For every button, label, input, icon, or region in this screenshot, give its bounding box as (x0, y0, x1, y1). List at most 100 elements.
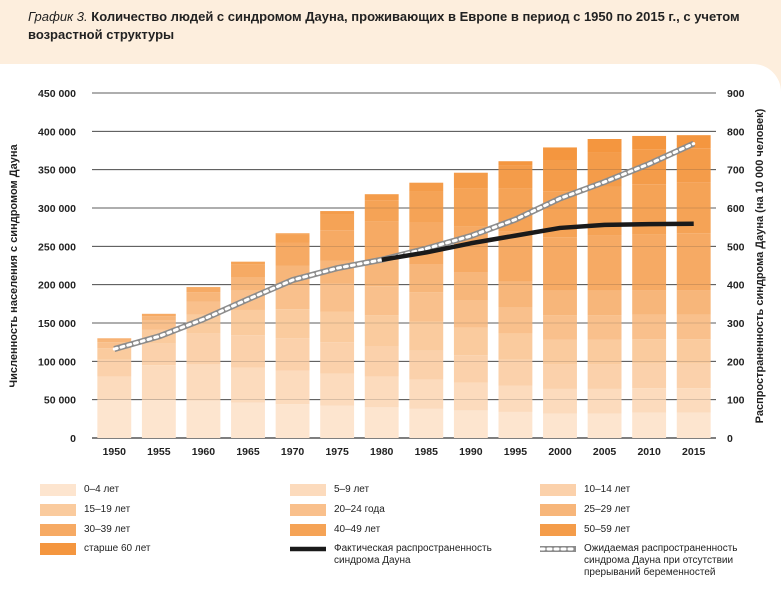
bar-segment (186, 292, 221, 302)
bar-segment (498, 333, 533, 360)
bar-segment (231, 402, 265, 438)
bar-segment (141, 313, 176, 317)
bar-segment (275, 370, 310, 405)
x-tick-label: 1990 (459, 446, 483, 458)
legend-swatch (540, 504, 576, 516)
bar-segment (364, 315, 399, 346)
y-tick-label: 250 000 (38, 241, 76, 253)
bar-segment (275, 404, 310, 438)
bar-segment (364, 194, 399, 201)
legend-label: 25–29 лет (584, 504, 631, 515)
bar-segment (275, 309, 310, 339)
y2-axis-label: Распространенность синдрома Дауна (на 10… (754, 108, 766, 423)
legend-swatch (290, 504, 326, 516)
y2-tick-label: 500 (727, 241, 745, 253)
bar-segment (409, 379, 444, 409)
y2-tick-label: 200 (727, 356, 745, 368)
x-tick-label: 1960 (192, 446, 216, 458)
bar-segment (543, 339, 577, 365)
bar-segment (409, 182, 444, 192)
y-tick-label: 300 000 (38, 203, 76, 215)
bar-segment (632, 339, 667, 364)
y-tick-label: 350 000 (38, 165, 76, 177)
x-tick-label: 1950 (103, 446, 127, 458)
y2-tick-label: 700 (727, 165, 745, 177)
bar-segment (275, 242, 310, 266)
bar-segment (231, 264, 265, 277)
x-tick-label: 2015 (682, 446, 706, 458)
y-tick-label: 400 000 (38, 126, 76, 138)
legend-label: 5–9 лет (334, 484, 370, 495)
bar-segment (320, 405, 355, 438)
bar-segment (186, 333, 221, 365)
bar-segment (543, 388, 577, 414)
bar-segment (275, 284, 310, 310)
bar-segment (676, 339, 711, 364)
bar-segment (231, 335, 265, 368)
bar-segment (275, 234, 310, 243)
bar-segment (409, 350, 444, 380)
bar-segment (676, 314, 711, 340)
bar-segment (97, 376, 132, 400)
legend-label: 30–39 лет (84, 524, 131, 535)
bar-segment (409, 321, 444, 351)
bar-segment (231, 261, 265, 265)
legend-swatch (40, 524, 76, 536)
bar-segment (632, 135, 667, 150)
bar-segment (676, 148, 711, 183)
bar-segment (453, 410, 488, 438)
legend-expected-label: Ожидаемая распространенность синдрома Да… (584, 543, 738, 578)
bar-segment (97, 338, 132, 340)
bar-segment (676, 290, 711, 315)
bar-segment (364, 221, 399, 261)
y-tick-label: 0 (70, 433, 76, 445)
bar-segment (587, 339, 622, 365)
y-tick-label: 450 000 (38, 88, 76, 100)
bar-segment (498, 281, 533, 308)
bar-segment (320, 230, 355, 261)
x-tick-label: 1965 (236, 446, 260, 458)
chart-title: График 3. Количество людей с синдромом Д… (28, 8, 758, 44)
bar-segment (543, 237, 577, 291)
bar-segment (231, 277, 265, 291)
bar-segment (453, 355, 488, 383)
bar-segment (141, 343, 176, 366)
bar-segment (676, 363, 711, 389)
bar-segment (186, 364, 221, 401)
legend-label: 10–14 лет (584, 484, 631, 495)
y-tick-label: 200 000 (38, 280, 76, 292)
legend-label: 40–49 лет (334, 524, 381, 535)
legend-swatch (40, 543, 76, 555)
bar-segment (186, 400, 221, 438)
bar-segment (275, 233, 310, 235)
bar-segment (97, 348, 132, 360)
bar-segment (97, 339, 132, 343)
bar-segment (587, 364, 622, 389)
bar-segment (409, 408, 444, 438)
figure-title: Количество людей с синдромом Дауна, прож… (28, 9, 740, 42)
bar-segment (97, 359, 132, 377)
bar-segment (141, 365, 176, 400)
legend-label: старше 60 лет (84, 543, 151, 554)
bar-segment (141, 320, 176, 330)
legend-swatch (40, 484, 76, 496)
bar-segment (409, 264, 444, 293)
bar-segment (632, 412, 667, 438)
expected-line-dots (112, 142, 696, 351)
bar-segment (632, 314, 667, 340)
bar-segment (231, 309, 265, 336)
x-tick-label: 1985 (415, 446, 439, 458)
bar-segment (320, 283, 355, 312)
bar-segment (632, 363, 667, 389)
bar-segment (453, 327, 488, 356)
legend-swatch (290, 524, 326, 536)
bar-segment (543, 147, 577, 161)
bar-segment (364, 407, 399, 438)
bar-segment (364, 286, 399, 316)
x-tick-label: 1955 (147, 446, 171, 458)
bar-segment (453, 300, 488, 328)
bar-segment (543, 315, 577, 340)
bar-segment (97, 399, 132, 438)
x-tick-label: 2010 (637, 446, 661, 458)
